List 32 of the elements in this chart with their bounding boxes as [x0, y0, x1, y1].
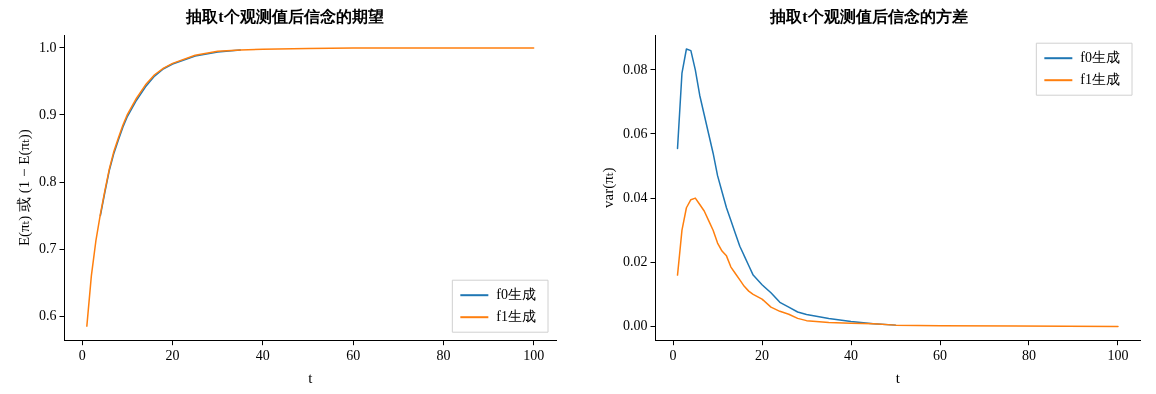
x-tick-label: 40	[255, 348, 270, 364]
x-tick-label: 60	[933, 348, 948, 364]
x-tick-label: 20	[755, 348, 770, 364]
y-tick-label: 0.04	[623, 189, 648, 205]
y-tick-label: 0.02	[623, 253, 648, 269]
y-tick-label: 1.0	[39, 39, 57, 55]
x-tick-label: 0	[669, 348, 677, 364]
y-tick-label: 0.8	[39, 173, 57, 189]
x-tick-label: 80	[1022, 348, 1036, 364]
x-tick-label: 20	[165, 348, 180, 364]
x-tick-label: 40	[844, 348, 859, 364]
y-axis-title: var(πₜ)	[599, 167, 617, 208]
y-tick-label: 0.00	[623, 318, 648, 334]
legend-label: f0生成	[496, 286, 537, 302]
y-tick-label: 0.08	[623, 61, 648, 77]
x-tick-label: 100	[1107, 348, 1129, 364]
y-tick-label: 0.7	[39, 240, 57, 256]
x-tick-label: 80	[436, 348, 451, 364]
x-tick-label: 0	[78, 348, 86, 364]
chart-title: 抽取t个观测值后信念的方差	[769, 6, 968, 25]
x-axis-title: t	[895, 369, 901, 386]
chart-title: 抽取t个观测值后信念的期望	[185, 7, 384, 25]
x-tick-label: 60	[346, 348, 361, 364]
y-tick-label: 0.06	[623, 125, 648, 141]
legend-label: f1生成	[496, 308, 537, 324]
legend-label: f0生成	[1080, 49, 1121, 65]
y-tick-label: 0.9	[39, 106, 57, 122]
legend-label: f1生成	[1080, 71, 1121, 87]
y-tick-label: 0.6	[39, 307, 57, 323]
x-axis-title: t	[308, 369, 314, 386]
x-tick-label: 100	[523, 348, 545, 364]
y-axis-title: E(πₜ) 或 (1 − E(πₜ))	[15, 129, 33, 247]
